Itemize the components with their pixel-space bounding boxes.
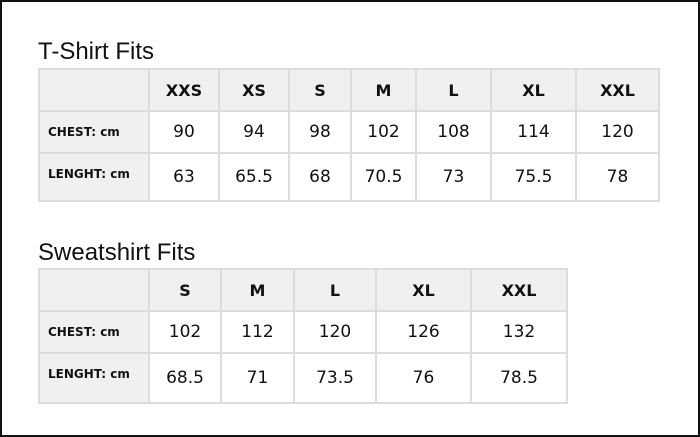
measurement-cell: 102 — [148, 310, 222, 354]
measurement-cell: 114 — [490, 110, 577, 154]
sweatshirt-fits-title: Sweatshirt Fits — [38, 239, 196, 266]
measurement-cell: 120 — [293, 310, 377, 354]
tshirt-size-table: XXS XS S M L XL XXL CHEST: cm 90 94 98 102 108 114 120… — [38, 68, 660, 202]
measurement-cell: 65.5 — [218, 152, 290, 202]
measurement-cell: 94 — [218, 110, 290, 154]
size-header: XXL — [575, 68, 660, 112]
header-row: S M L XL XXL — [38, 268, 568, 312]
table-row: CHEST: cm 90 94 98 102 108 114 120 — [38, 110, 660, 154]
row-label: CHEST: cm — [38, 110, 150, 154]
measurement-cell: 98 — [288, 110, 352, 154]
corner-cell — [38, 68, 150, 112]
row-label: CHEST: cm — [38, 310, 150, 354]
size-header: S — [148, 268, 222, 312]
size-header: XXL — [470, 268, 568, 312]
size-header: XL — [375, 268, 472, 312]
measurement-cell: 132 — [470, 310, 568, 354]
row-label: LENGHT: cm — [38, 352, 150, 404]
measurement-cell: 90 — [148, 110, 220, 154]
measurement-cell: 120 — [575, 110, 660, 154]
measurement-cell: 63 — [148, 152, 220, 202]
size-header: XS — [218, 68, 290, 112]
measurement-cell: 78.5 — [470, 352, 568, 404]
measurement-cell: 70.5 — [350, 152, 417, 202]
measurement-cell: 78 — [575, 152, 660, 202]
size-header: XXS — [148, 68, 220, 112]
sweatshirt-size-table: S M L XL XXL CHEST: cm 102 112 120 126 132 LENGHT: … — [38, 268, 568, 404]
table-row: CHEST: cm 102 112 120 126 132 — [38, 310, 568, 354]
row-label: LENGHT: cm — [38, 152, 150, 202]
table-row: LENGHT: cm 68.5 71 73.5 76 78.5 — [38, 352, 568, 404]
measurement-cell: 68 — [288, 152, 352, 202]
measurement-cell: 73.5 — [293, 352, 377, 404]
size-header: XL — [490, 68, 577, 112]
measurement-cell: 112 — [220, 310, 295, 354]
table-row: LENGHT: cm 63 65.5 68 70.5 73 75.5 78 — [38, 152, 660, 202]
measurement-cell: 75.5 — [490, 152, 577, 202]
measurement-cell: 76 — [375, 352, 472, 404]
measurement-cell: 126 — [375, 310, 472, 354]
measurement-cell: 71 — [220, 352, 295, 404]
measurement-cell: 73 — [415, 152, 492, 202]
measurement-cell: 68.5 — [148, 352, 222, 404]
size-header: M — [350, 68, 417, 112]
measurement-cell: 102 — [350, 110, 417, 154]
measurement-cell: 108 — [415, 110, 492, 154]
corner-cell — [38, 268, 150, 312]
tshirt-fits-title: T-Shirt Fits — [38, 38, 155, 65]
size-header: L — [293, 268, 377, 312]
size-header: L — [415, 68, 492, 112]
header-row: XXS XS S M L XL XXL — [38, 68, 660, 112]
size-header: S — [288, 68, 352, 112]
size-header: M — [220, 268, 295, 312]
